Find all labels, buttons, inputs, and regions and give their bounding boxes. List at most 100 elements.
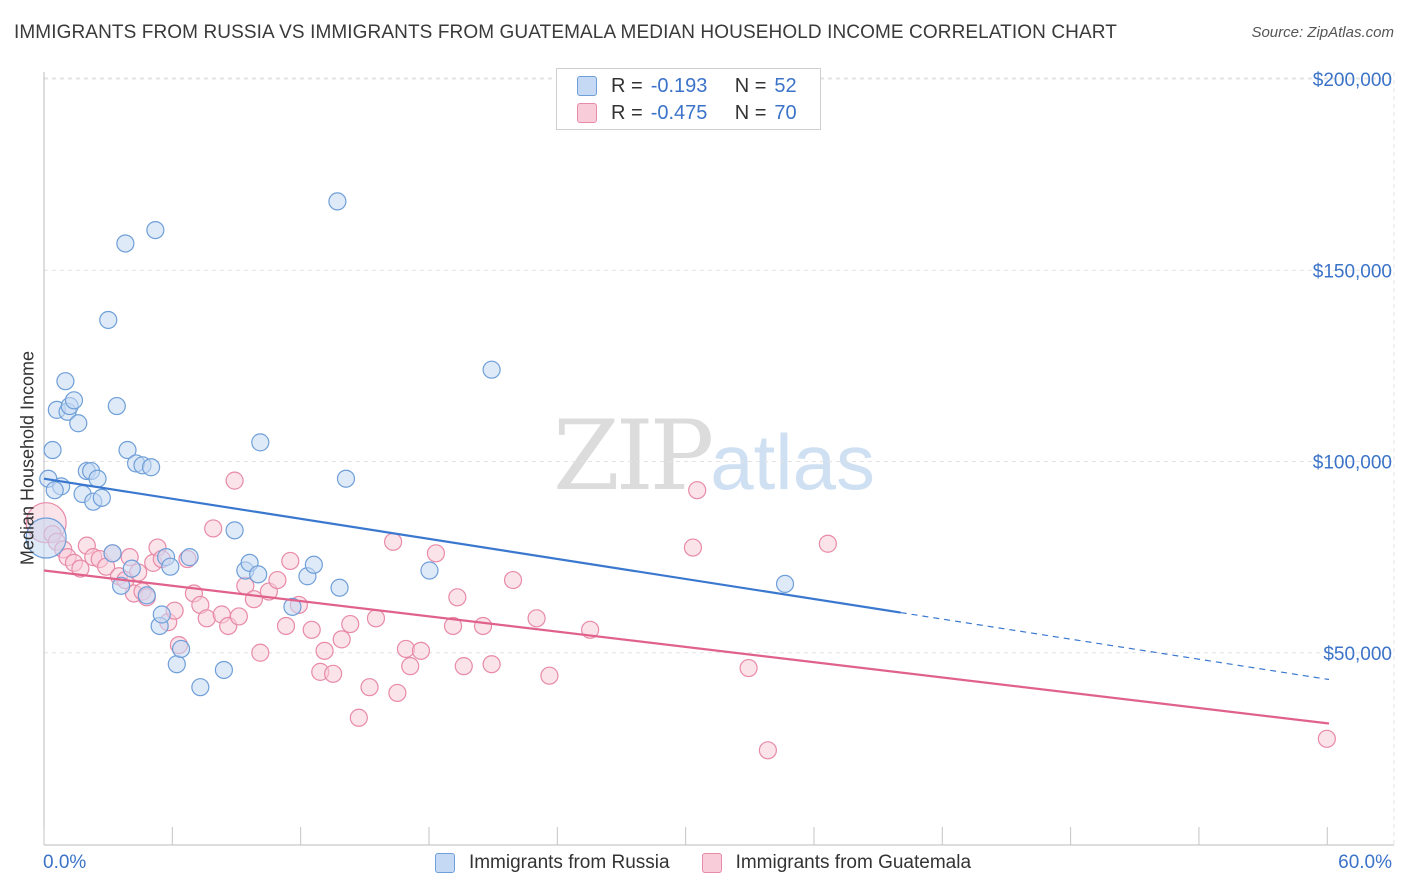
- r-label: R =: [611, 101, 643, 124]
- russia-point: [328, 192, 347, 211]
- guatemala-point: [396, 639, 416, 659]
- y-tick-label: $50,000: [1323, 644, 1392, 665]
- russia-point: [171, 639, 191, 659]
- guatemala-point: [758, 741, 777, 760]
- guatemala-point: [443, 616, 463, 636]
- russia-point: [141, 458, 161, 477]
- russia-point: [225, 521, 244, 540]
- legend-label-russia: Immigrants from Russia: [468, 852, 670, 873]
- legend-item-russia[interactable]: Immigrants from Russia: [434, 852, 670, 874]
- guatemala-point: [503, 570, 523, 590]
- correlation-legend: R = -0.193 N = 52 R = -0.475 N = 70: [556, 68, 821, 130]
- series-legend: Immigrants from Russia Immigrants from G…: [0, 852, 1406, 874]
- r-value: -0.475: [650, 101, 708, 124]
- guatemala-point: [332, 630, 351, 649]
- legend-row-russia: R = -0.193 N = 52: [577, 74, 797, 98]
- y-axis-label: Median Household Income: [17, 350, 38, 566]
- guatemala-point: [366, 609, 386, 628]
- guatemala-point: [281, 551, 300, 571]
- grid-lines: [44, 72, 1395, 845]
- russia-trend-line: [43, 477, 901, 614]
- guatemala-point: [1317, 729, 1336, 748]
- russia-point: [111, 576, 131, 595]
- guatemala-point: [411, 641, 431, 660]
- guatemala-point: [688, 481, 707, 500]
- n-value: 52: [774, 74, 797, 97]
- guatemala-point: [268, 570, 287, 590]
- guatemala-point: [251, 643, 270, 662]
- guatemala-point: [324, 664, 343, 683]
- russia-point: [249, 565, 268, 584]
- y-tick-labels: $50,000 $100,000 $150,000 $200,000: [1313, 70, 1392, 665]
- russia-point: [99, 310, 118, 330]
- guatemala-point: [276, 616, 296, 636]
- guatemala-point: [482, 655, 501, 674]
- russia-point: [283, 597, 302, 616]
- russia-point: [152, 605, 171, 624]
- legend-label-guatemala: Immigrants from Guatemala: [735, 852, 972, 873]
- guatemala-point: [349, 708, 368, 727]
- russia-point: [107, 396, 126, 416]
- russia-point: [330, 578, 349, 597]
- russia-point: [56, 372, 75, 391]
- russia-point: [118, 440, 137, 460]
- russia-point: [25, 517, 67, 559]
- russia-point: [251, 433, 270, 452]
- n-label: N =: [734, 74, 767, 97]
- russia-point: [64, 391, 84, 410]
- guatemala-point: [739, 658, 758, 678]
- x-min-label: 0.0%: [43, 852, 87, 873]
- russia-point: [92, 488, 111, 507]
- russia-point: [137, 586, 156, 605]
- guatemala-point: [540, 666, 559, 685]
- series-russia-points: [25, 192, 795, 697]
- r-label: R =: [611, 74, 643, 97]
- guatemala-swatch: [577, 103, 597, 123]
- russia-point: [482, 360, 501, 379]
- guatemala-point: [818, 534, 837, 553]
- russia-point: [69, 414, 88, 433]
- russia-point: [43, 440, 62, 460]
- guatemala-point: [383, 532, 403, 551]
- guatemala-trend-line: [43, 569, 1330, 725]
- russia-point: [420, 561, 439, 580]
- guatemala-point: [229, 607, 248, 626]
- russia-point: [336, 469, 356, 488]
- russia-point: [214, 660, 233, 680]
- guatemala-swatch: [701, 853, 722, 873]
- y-tick-label: $200,000: [1313, 70, 1392, 91]
- guatemala-point: [448, 588, 467, 607]
- russia-point: [122, 559, 141, 578]
- russia-point: [45, 481, 64, 500]
- russia-point: [146, 220, 165, 240]
- guatemala-point: [360, 678, 379, 697]
- russia-point: [191, 678, 210, 697]
- n-value: 70: [774, 101, 797, 124]
- guatemala-point: [225, 471, 244, 490]
- guatemala-point: [315, 641, 334, 660]
- guatemala-point: [197, 609, 216, 628]
- guatemala-point: [244, 590, 263, 609]
- legend-item-guatemala[interactable]: Immigrants from Guatemala: [701, 852, 972, 874]
- x-max-label: 60.0%: [1338, 852, 1392, 873]
- legend-row-guatemala: R = -0.475 N = 70: [577, 101, 797, 125]
- guatemala-point: [527, 609, 546, 628]
- guatemala-point: [473, 616, 493, 636]
- trend-lines: [43, 477, 1330, 725]
- russia-trend-extension: [900, 611, 1330, 681]
- y-tick-label: $100,000: [1313, 453, 1392, 474]
- russia-point: [88, 469, 107, 488]
- russia-point: [304, 555, 323, 574]
- r-value: -0.193: [650, 74, 708, 97]
- russia-swatch: [434, 853, 455, 873]
- russia-point: [161, 557, 180, 576]
- source-label: Source: ZipAtlas.com: [1251, 24, 1394, 41]
- russia-point: [167, 655, 186, 674]
- guatemala-point: [341, 614, 360, 634]
- guatemala-point: [683, 538, 703, 557]
- guatemala-point: [204, 519, 223, 538]
- russia-point: [103, 544, 122, 563]
- guatemala-point: [302, 620, 321, 639]
- guatemala-point: [71, 559, 90, 578]
